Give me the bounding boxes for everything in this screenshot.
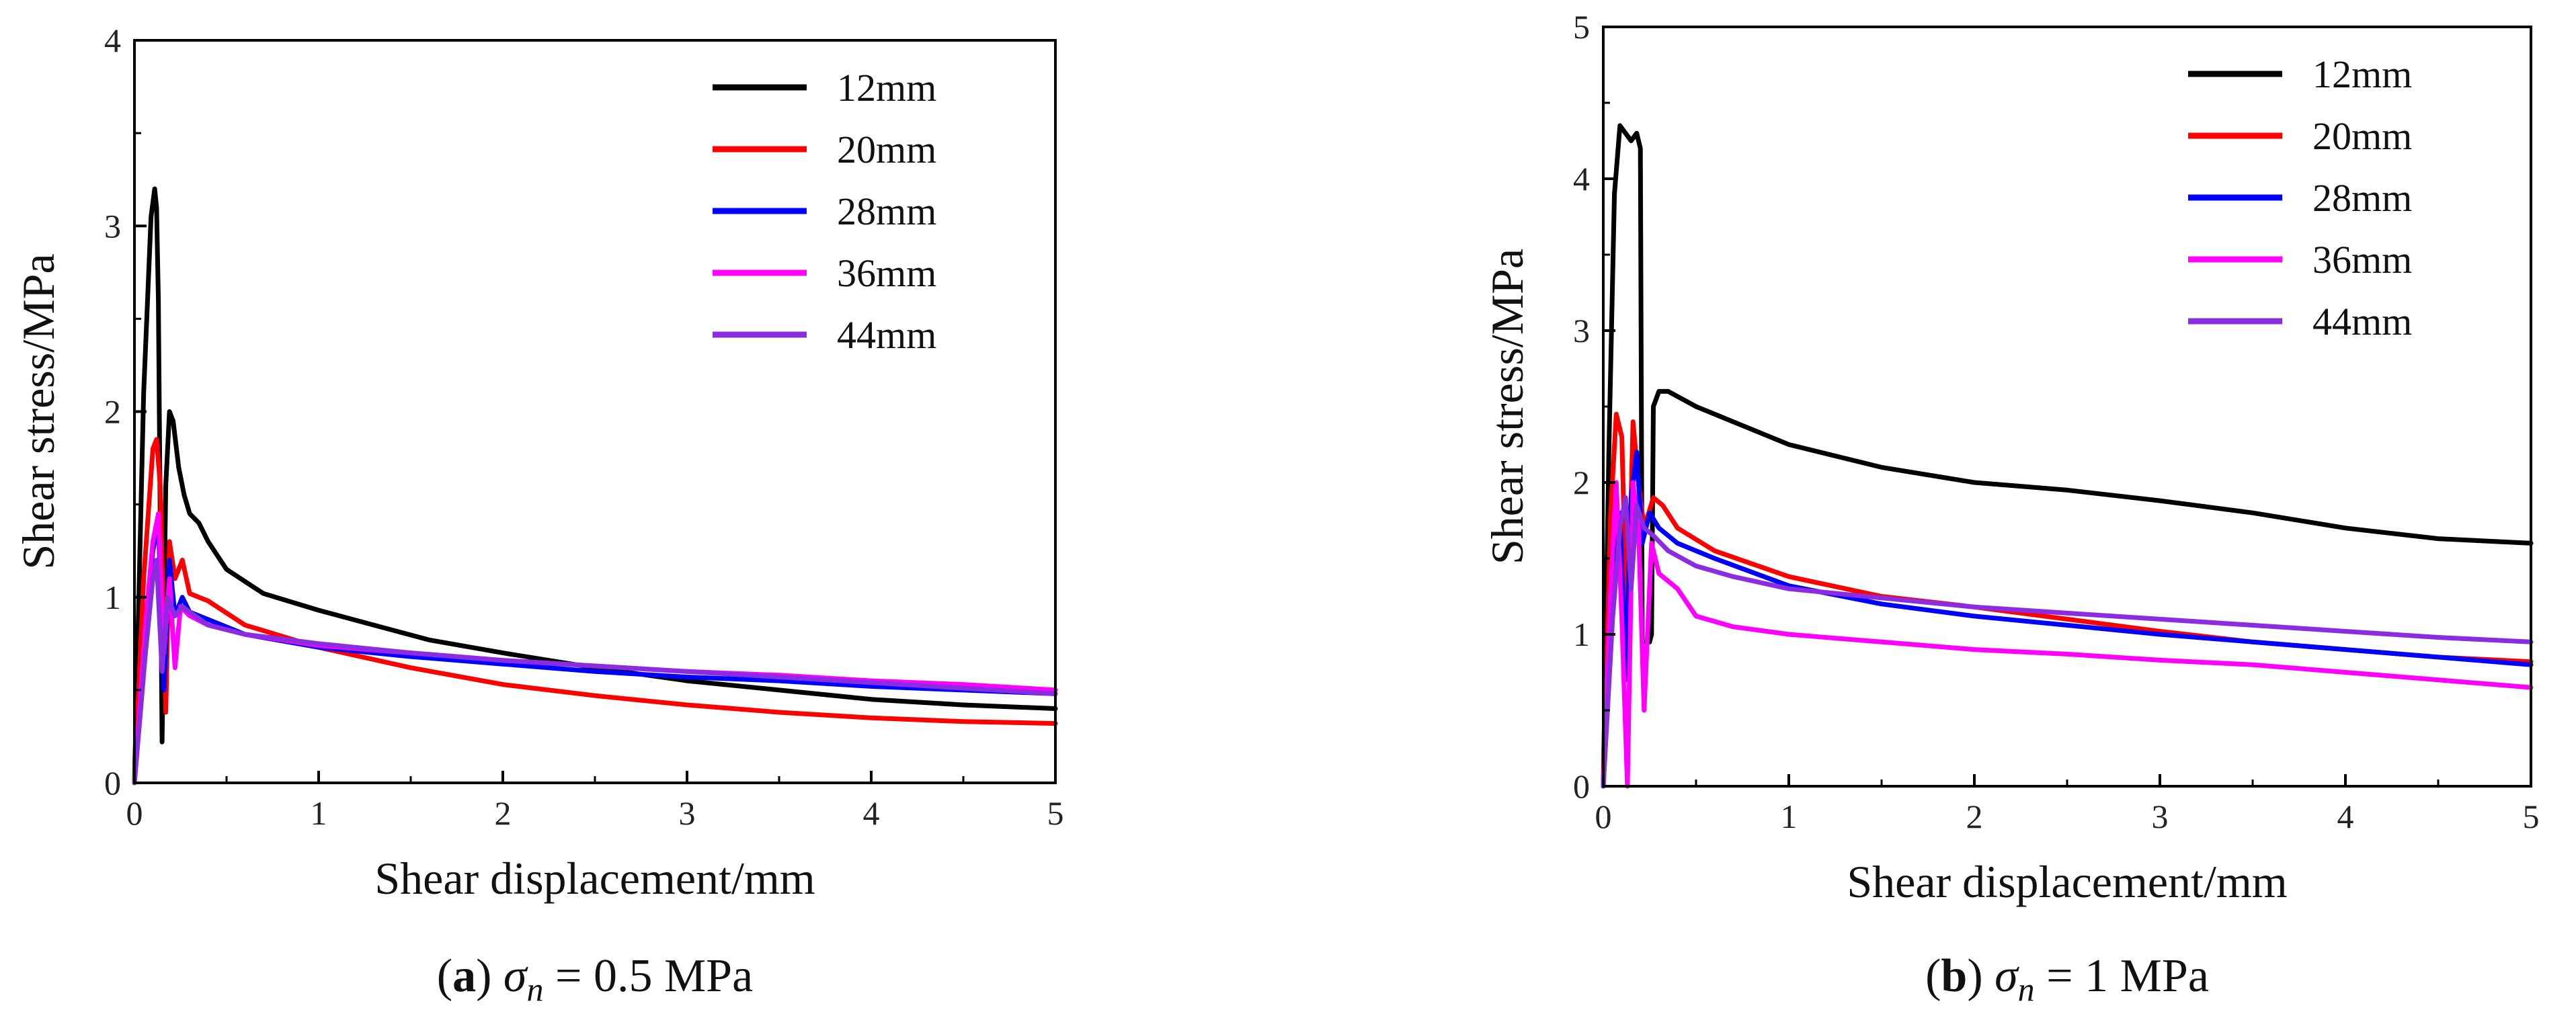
legend-label-44mm: 44mm: [2312, 300, 2412, 343]
chart-panel-b: 0 1 2 3 4 5 0 1 2 3 4 5 Shear displacement/mm Shear s…: [1482, 8, 2540, 1008]
y-tick-label: 4: [104, 22, 121, 59]
legend-label-44mm: 44mm: [837, 313, 936, 357]
y-tick-label: 1: [104, 579, 121, 616]
series-line-20mm: [1601, 411, 2534, 789]
legend-label-36mm: 36mm: [2312, 238, 2412, 282]
series-line-28mm: [1601, 450, 2534, 789]
chart-panel-a: 0 1 2 3 4 5 0 1 2 3 4 Shear displacement/mm Shear st…: [13, 22, 1064, 1008]
legend-label-12mm: 12mm: [837, 66, 936, 110]
series-line-20mm: [132, 437, 1058, 786]
x-tick-label: 3: [679, 794, 696, 832]
x-tick-label: 0: [126, 794, 143, 832]
x-tick-label: 5: [1047, 794, 1064, 832]
series-line-36mm: [1601, 480, 2534, 789]
x-tick-label: 5: [2523, 798, 2540, 835]
y-tick-label: 1: [1573, 616, 1590, 653]
y-tick-label: 5: [1573, 8, 1590, 46]
x-tick-label: 2: [495, 794, 512, 832]
x-axis-title: Shear displacement/mm: [1847, 856, 2287, 907]
series-line-36mm: [132, 511, 1058, 786]
y-tick-label: 3: [104, 207, 121, 245]
x-axis-title: Shear displacement/mm: [374, 853, 815, 904]
x-tick-label: 1: [1781, 798, 1798, 835]
series-line-28mm: [132, 520, 1058, 786]
y-tick-label: 4: [1573, 160, 1590, 198]
legend-label-20mm: 20mm: [2312, 114, 2412, 158]
legend-label-28mm: 28mm: [837, 190, 936, 233]
y-axis-title: Shear stress/MPa: [13, 253, 64, 569]
y-tick-label: 0: [1573, 767, 1590, 805]
panel-caption: (b) σn = 1 MPa: [1925, 950, 2209, 1008]
legend-label-12mm: 12mm: [2312, 52, 2412, 96]
y-tick-label: 2: [104, 393, 121, 431]
series-line-12mm: [1601, 123, 2534, 789]
legend-label-36mm: 36mm: [837, 251, 936, 295]
x-tick-label: 1: [311, 794, 327, 832]
x-tick-label: 4: [2337, 798, 2354, 835]
x-tick-label: 4: [863, 794, 880, 832]
legend-label-28mm: 28mm: [2312, 176, 2412, 220]
x-tick-label: 3: [2152, 798, 2169, 835]
y-tick-label: 3: [1573, 312, 1590, 349]
panel-caption: (a) σn = 0.5 MPa: [437, 950, 753, 1008]
legend-label-20mm: 20mm: [837, 128, 936, 171]
y-tick-label: 0: [104, 764, 121, 802]
series-line-44mm: [132, 558, 1058, 786]
series-line-44mm: [1601, 495, 2534, 789]
x-tick-label: 2: [1966, 798, 1983, 835]
x-tick-label: 0: [1595, 798, 1612, 835]
y-tick-label: 2: [1573, 464, 1590, 501]
y-axis-title: Shear stress/MPa: [1482, 249, 1533, 564]
